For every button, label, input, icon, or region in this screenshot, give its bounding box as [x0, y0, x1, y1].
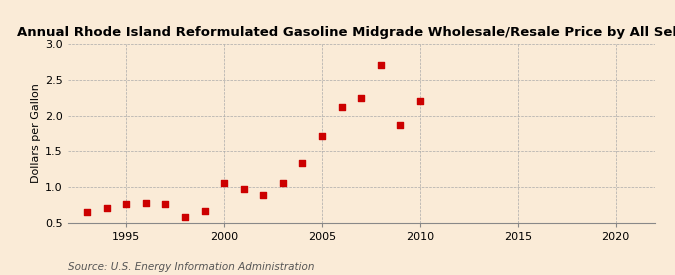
- Point: [258, 193, 269, 197]
- Point: [121, 202, 132, 206]
- Point: [219, 181, 230, 186]
- Point: [180, 215, 190, 219]
- Point: [82, 210, 92, 214]
- Point: [199, 209, 210, 213]
- Point: [277, 180, 288, 185]
- Point: [375, 63, 386, 68]
- Point: [356, 95, 367, 100]
- Point: [297, 161, 308, 165]
- Point: [238, 187, 249, 191]
- Title: Annual Rhode Island Reformulated Gasoline Midgrade Wholesale/Resale Price by All: Annual Rhode Island Reformulated Gasolin…: [17, 26, 675, 39]
- Point: [160, 202, 171, 206]
- Point: [317, 134, 327, 138]
- Text: Source: U.S. Energy Information Administration: Source: U.S. Energy Information Administ…: [68, 262, 314, 272]
- Point: [414, 99, 425, 103]
- Point: [336, 105, 347, 109]
- Point: [140, 200, 151, 205]
- Y-axis label: Dollars per Gallon: Dollars per Gallon: [31, 83, 40, 183]
- Point: [395, 123, 406, 127]
- Point: [101, 206, 112, 211]
